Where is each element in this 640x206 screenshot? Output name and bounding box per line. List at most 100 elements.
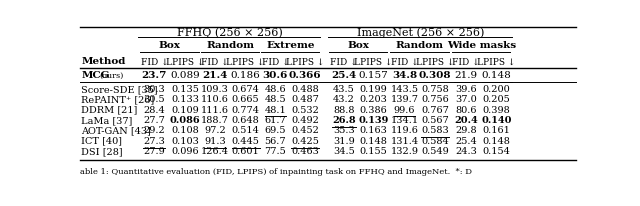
Text: 30.3: 30.3 [143,84,165,94]
Text: 126.4: 126.4 [201,146,229,155]
Text: FID ↓: FID ↓ [330,57,358,66]
Text: 0.386: 0.386 [360,105,387,114]
Text: Method: Method [81,57,126,66]
Text: 111.6: 111.6 [201,105,229,114]
Text: DDRM [21]: DDRM [21] [81,105,138,114]
Text: 56.7: 56.7 [264,136,286,145]
Text: 0.514: 0.514 [232,126,260,135]
Text: 0.774: 0.774 [232,105,260,114]
Text: 24.3: 24.3 [455,146,477,155]
Text: ICT [40]: ICT [40] [81,136,122,145]
Text: 29.8: 29.8 [455,126,477,135]
Text: Box: Box [159,41,180,50]
Text: 132.9: 132.9 [390,146,419,155]
Text: 131.4: 131.4 [390,136,419,145]
Text: LPIPS ↓: LPIPS ↓ [286,57,324,66]
Text: 20.4: 20.4 [454,115,478,124]
Text: 97.2: 97.2 [204,126,226,135]
Text: 0.452: 0.452 [291,126,319,135]
Text: 109.3: 109.3 [201,84,229,94]
Text: 0.089: 0.089 [170,71,200,80]
Text: 188.7: 188.7 [201,115,229,124]
Text: 0.366: 0.366 [289,71,321,80]
Text: 0.674: 0.674 [232,84,260,94]
Text: 27.9: 27.9 [143,146,165,155]
Text: MCG: MCG [81,71,110,80]
Text: 39.6: 39.6 [455,84,477,94]
Text: 0.665: 0.665 [232,95,259,104]
Text: 69.5: 69.5 [265,126,286,135]
Text: 0.532: 0.532 [291,105,319,114]
Text: 0.584: 0.584 [421,136,449,145]
Text: 25.4: 25.4 [455,136,477,145]
Text: 0.583: 0.583 [421,126,449,135]
Text: 31.9: 31.9 [333,136,355,145]
Text: 21.4: 21.4 [202,71,228,80]
Text: 143.5: 143.5 [390,84,419,94]
Text: 110.6: 110.6 [201,95,229,104]
Text: 43.5: 43.5 [333,84,355,94]
Text: 0.161: 0.161 [483,126,511,135]
Text: 88.8: 88.8 [333,105,355,114]
Text: 0.549: 0.549 [421,146,449,155]
Text: 0.758: 0.758 [421,84,449,94]
Text: 0.308: 0.308 [419,71,451,80]
Text: 61.7: 61.7 [264,115,286,124]
Text: 27.3: 27.3 [143,136,165,145]
Text: 0.200: 0.200 [483,84,511,94]
Text: 30.5: 30.5 [143,95,165,104]
Text: 77.5: 77.5 [264,146,286,155]
Text: (ours): (ours) [99,71,124,80]
Text: 0.601: 0.601 [232,146,260,155]
Text: 0.163: 0.163 [360,126,388,135]
Text: FID ↓: FID ↓ [390,57,418,66]
Text: LPIPS ↓: LPIPS ↓ [355,57,393,66]
Text: 0.425: 0.425 [291,136,319,145]
Text: 0.108: 0.108 [172,126,199,135]
Text: 0.199: 0.199 [360,84,387,94]
Text: FID ↓: FID ↓ [452,57,480,66]
Text: 48.5: 48.5 [264,95,286,104]
Text: 48.1: 48.1 [264,105,286,114]
Text: 0.086: 0.086 [170,115,200,124]
Text: Random: Random [396,41,444,50]
Text: 0.186: 0.186 [231,71,260,80]
Text: ImageNet (256 × 256): ImageNet (256 × 256) [356,27,484,38]
Text: 0.445: 0.445 [232,136,260,145]
Text: 0.157: 0.157 [359,71,388,80]
Text: LPIPS ↓: LPIPS ↓ [166,57,204,66]
Text: 139.7: 139.7 [390,95,419,104]
Text: 48.6: 48.6 [264,84,286,94]
Text: 0.488: 0.488 [291,84,319,94]
Text: DSI [28]: DSI [28] [81,146,123,155]
Text: 23.7: 23.7 [141,71,167,80]
Text: 0.148: 0.148 [482,71,511,80]
Text: 134.1: 134.1 [390,115,419,124]
Text: 35.3: 35.3 [333,126,355,135]
Text: AOT-GAN [43]: AOT-GAN [43] [81,126,152,135]
Text: 0.492: 0.492 [291,115,319,124]
Text: 80.6: 80.6 [455,105,477,114]
Text: 0.205: 0.205 [483,95,511,104]
Text: 34.5: 34.5 [333,146,355,155]
Text: 34.8: 34.8 [392,71,417,80]
Text: Extreme: Extreme [266,41,314,50]
Text: 30.6: 30.6 [263,71,288,80]
Text: 28.4: 28.4 [143,105,165,114]
Text: 37.0: 37.0 [455,95,477,104]
Text: RePAINT⁺ [26]: RePAINT⁺ [26] [81,95,155,104]
Text: 0.135: 0.135 [172,84,199,94]
Text: able 1: Quantitative evaluation (FID, LPIPS) of inpainting task on FFHQ and Imag: able 1: Quantitative evaluation (FID, LP… [80,167,472,176]
Text: FID ↓: FID ↓ [262,57,289,66]
Text: 0.140: 0.140 [481,115,512,124]
Text: 0.203: 0.203 [360,95,388,104]
Text: 0.487: 0.487 [291,95,319,104]
Text: LPIPS ↓: LPIPS ↓ [416,57,454,66]
Text: 21.9: 21.9 [454,71,477,80]
Text: 0.109: 0.109 [172,105,199,114]
Text: 0.103: 0.103 [172,136,199,145]
Text: 0.767: 0.767 [421,105,449,114]
Text: 0.096: 0.096 [172,146,199,155]
Text: LPIPS ↓: LPIPS ↓ [477,57,516,66]
Text: 0.148: 0.148 [360,136,388,145]
